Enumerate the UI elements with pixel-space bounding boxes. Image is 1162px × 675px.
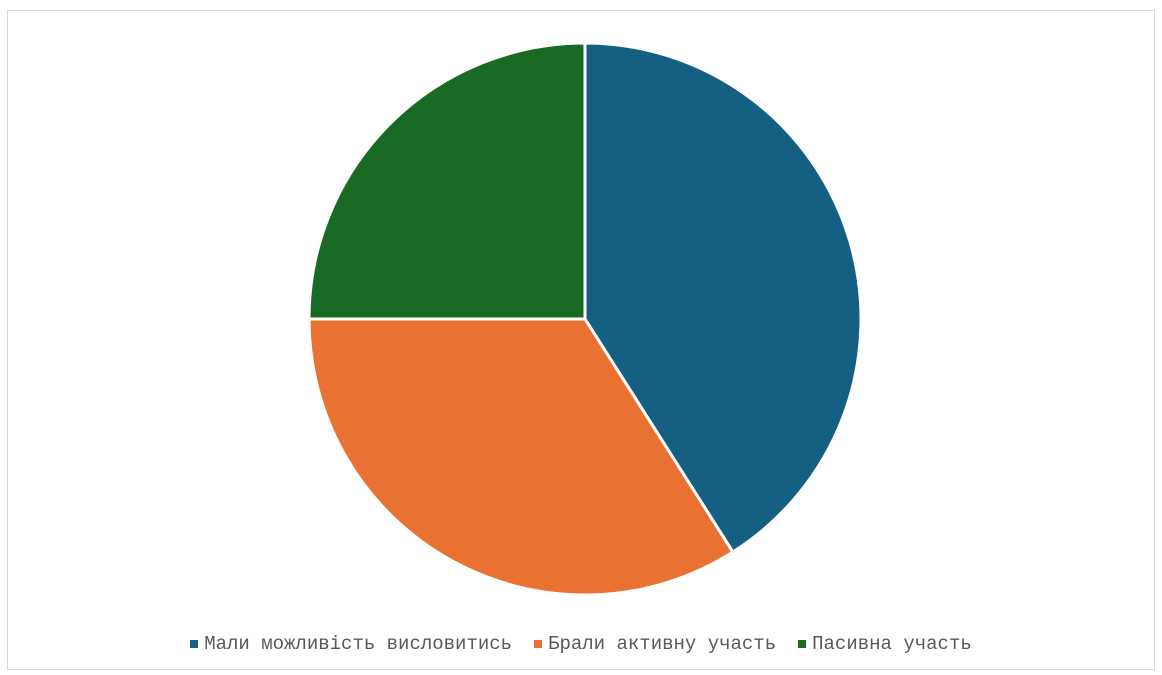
legend-swatch xyxy=(534,640,543,648)
pie-slices xyxy=(307,41,863,597)
legend-item: Пасивна участь xyxy=(798,633,972,655)
legend-swatch xyxy=(190,640,199,648)
legend: Мали можливість висловитись Брали активну… xyxy=(8,633,1154,655)
legend-item: Мали можливість висловитись xyxy=(190,633,512,655)
pie-slice-3 xyxy=(307,41,587,321)
pie-slice-2 xyxy=(307,317,735,597)
pie-slice-1 xyxy=(583,41,863,554)
pie-chart xyxy=(307,41,863,597)
legend-label: Пасивна участь xyxy=(812,633,972,655)
legend-label: Брали активну участь xyxy=(548,633,777,655)
legend-item: Брали активну участь xyxy=(534,633,776,655)
legend-swatch xyxy=(798,640,807,648)
legend-label: Мали можливість висловитись xyxy=(204,633,513,655)
chart-area: Мали можливість висловитись Брали активну… xyxy=(7,10,1155,670)
